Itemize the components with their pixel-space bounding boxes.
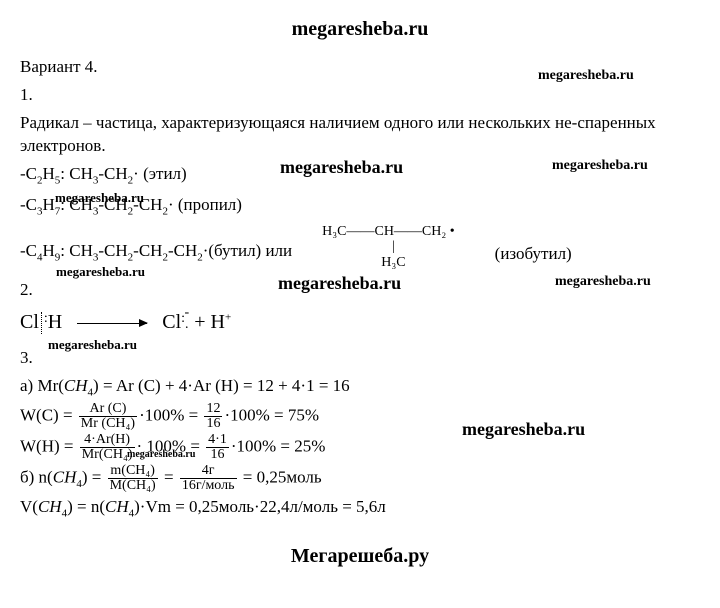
frac2: 1216 [204, 402, 222, 431]
den: 16г/моль [180, 479, 237, 493]
q3b-n: б) n(CH4) = m(CH₄)M(CH₄) = 4г16г/моль = … [20, 464, 700, 493]
num: m(CH₄) [108, 464, 158, 479]
den: Mr(CH₄) [80, 448, 135, 462]
diagram-top: H₃C——CH——CH₂ • [322, 224, 455, 239]
num: Ar (C) [79, 402, 137, 417]
frac: m(CH₄)M(CH₄) [108, 464, 158, 493]
diagram-bar: | [332, 239, 455, 254]
frac: Ar (C)Mr (CH₄) [79, 402, 137, 431]
den: 16 [206, 448, 229, 462]
q2-number: 2. [20, 278, 700, 302]
den: M(CH₄) [108, 479, 158, 493]
arrow-icon [77, 323, 147, 324]
mid: ·100% = [139, 406, 198, 425]
q1-ethyl: -C2H5: CH3-CH2· (этил) [20, 162, 700, 189]
q1-isobutyl-label: (изобутил) [495, 242, 572, 270]
q2-lhs: Cl:H [20, 311, 62, 333]
variant-label: Вариант 4. [20, 55, 700, 79]
page-header: megaresheba.ru [20, 15, 700, 43]
q2-equation: Cl:H Cl:.- + H+ [20, 308, 700, 336]
q1-butyl: -C4H9: CH3-CH2-CH2-CH2·(бутил) или [20, 239, 292, 270]
num: 12 [204, 402, 222, 417]
q1-propyl: -C3H7: CH3-CH2-CH2· (пропил) [20, 193, 700, 220]
isobutyl-diagram: H₃C——CH——CH₂ • | H₃C [322, 224, 455, 270]
num: 4г [180, 464, 237, 479]
diagram-bot: H₃C [332, 255, 455, 270]
frac: 4·Ar(H)Mr(CH₄) [80, 433, 135, 462]
den: Mr (CH₄) [79, 417, 137, 431]
q3-wc: W(C) = Ar (C)Mr (CH₄)·100% = 1216·100% =… [20, 402, 700, 431]
frac2: 4г16г/моль [180, 464, 237, 493]
text: -C3H7: CH3-CH2-CH2· (пропил) [20, 195, 242, 214]
q3-v: V(CH4) = n(CH4)·Vm = 0,25моль·22,4л/моль… [20, 495, 700, 522]
den: 16 [204, 417, 222, 431]
q1-number: 1. [20, 83, 700, 107]
q1-definition: Радикал – частица, характеризующаяся нал… [20, 111, 700, 159]
end: ·100% = 25% [231, 437, 326, 456]
mid: = [164, 468, 178, 487]
wc-lhs: W(C) = [20, 406, 77, 425]
end: ·100% = 75% [224, 406, 319, 425]
q3-wh: W(H) = 4·Ar(H)Mr(CH₄)· 100% = 4·116·100%… [20, 433, 700, 462]
frac2: 4·116 [206, 433, 229, 462]
wh-lhs: W(H) = [20, 437, 78, 456]
text: -C2H5: CH3-CH2· (этил) [20, 164, 187, 183]
q2-rhs: Cl:.- + H+ [162, 311, 231, 333]
num: 4·1 [206, 433, 229, 448]
q3a-mr: а) Mr(CH4) = Ar (C) + 4·Ar (H) = 12 + 4·… [20, 374, 700, 401]
q3-number: 3. [20, 346, 700, 370]
q1-butyl-row: -C4H9: CH3-CH2-CH2-CH2·(бутил) или H₃C——… [20, 224, 700, 270]
end: = 0,25моль [243, 468, 322, 487]
mid: · 100% = [137, 437, 200, 456]
page-footer: Мегарешеба.ру [20, 542, 700, 570]
num: 4·Ar(H) [80, 433, 135, 448]
